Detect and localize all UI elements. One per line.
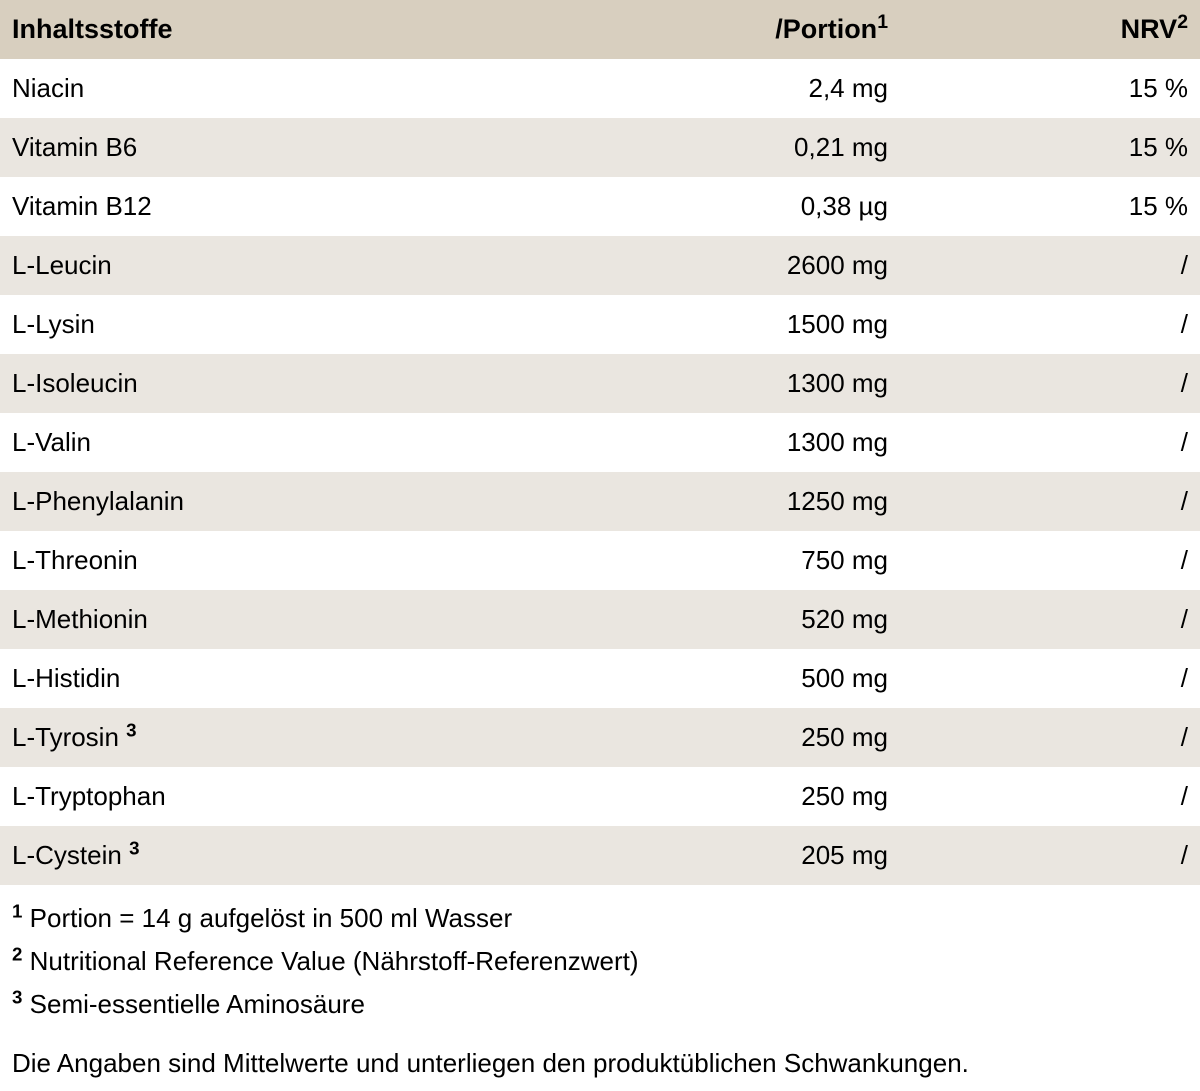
table-row: L-Threonin 750 mg/	[0, 531, 1200, 590]
cell-ingredient: Vitamin B6	[0, 118, 600, 177]
cell-nrv: 15 %	[900, 177, 1200, 236]
cell-portion: 1250 mg	[600, 472, 900, 531]
ingredient-sup: 3	[129, 837, 139, 858]
ingredient-sup: 3	[126, 719, 136, 740]
cell-ingredient: Vitamin B12	[0, 177, 600, 236]
ingredient-name: Vitamin B6	[12, 132, 137, 162]
cell-ingredient: L-Isoleucin	[0, 354, 600, 413]
footnote-text: Semi-essentielle Aminosäure	[30, 989, 365, 1019]
footnote-num: 1	[12, 900, 22, 921]
ingredient-name: L-Methionin	[12, 604, 148, 634]
cell-portion: 2,4 mg	[600, 59, 900, 118]
footnote-num: 3	[12, 986, 22, 1007]
cell-nrv: /	[900, 590, 1200, 649]
cell-portion: 1300 mg	[600, 413, 900, 472]
table-row: L-Histidin 500 mg/	[0, 649, 1200, 708]
cell-ingredient: L-Valin	[0, 413, 600, 472]
ingredient-name: Niacin	[12, 73, 84, 103]
ingredient-name: L-Cystein	[12, 840, 122, 870]
cell-ingredient: Niacin	[0, 59, 600, 118]
col-header-portion: /Portion1	[600, 0, 900, 59]
table-row: Niacin 2,4 mg15 %	[0, 59, 1200, 118]
cell-nrv: /	[900, 531, 1200, 590]
cell-portion: 0,21 mg	[600, 118, 900, 177]
table-row: L-Lysin 1500 mg/	[0, 295, 1200, 354]
ingredient-name: L-Lysin	[12, 309, 95, 339]
cell-nrv: /	[900, 708, 1200, 767]
cell-portion: 250 mg	[600, 708, 900, 767]
cell-portion: 500 mg	[600, 649, 900, 708]
cell-portion: 2600 mg	[600, 236, 900, 295]
ingredient-name: Vitamin B12	[12, 191, 152, 221]
table-row: L-Leucin 2600 mg/	[0, 236, 1200, 295]
footnote-text: Portion = 14 g aufgelöst in 500 ml Wasse…	[30, 903, 512, 933]
col-header-nrv: NRV2	[900, 0, 1200, 59]
cell-portion: 250 mg	[600, 767, 900, 826]
cell-nrv: /	[900, 354, 1200, 413]
footnote-num: 2	[12, 943, 22, 964]
cell-ingredient: L-Phenylalanin	[0, 472, 600, 531]
cell-ingredient: L-Threonin	[0, 531, 600, 590]
cell-ingredient: L-Cystein 3	[0, 826, 600, 885]
cell-portion: 750 mg	[600, 531, 900, 590]
cell-ingredient: L-Histidin	[0, 649, 600, 708]
footnote-text: Nutritional Reference Value (Nährstoff-R…	[30, 946, 639, 976]
table-row: L-Tryptophan 250 mg/	[0, 767, 1200, 826]
col-header-sup: 1	[877, 11, 888, 33]
table-row: L-Isoleucin 1300 mg/	[0, 354, 1200, 413]
col-header-label: NRV	[1121, 14, 1178, 44]
table-row: L-Phenylalanin 1250 mg/	[0, 472, 1200, 531]
table-header-row: Inhaltsstoffe /Portion1 NRV2	[0, 0, 1200, 59]
col-header-ingredient: Inhaltsstoffe	[0, 0, 600, 59]
cell-portion: 1500 mg	[600, 295, 900, 354]
col-header-sup: 2	[1177, 11, 1188, 33]
cell-portion: 205 mg	[600, 826, 900, 885]
cell-portion: 0,38 µg	[600, 177, 900, 236]
table-row: L-Methionin 520 mg/	[0, 590, 1200, 649]
ingredients-table: Inhaltsstoffe /Portion1 NRV2 Niacin 2,4 m…	[0, 0, 1200, 885]
cell-portion: 1300 mg	[600, 354, 900, 413]
cell-nrv: 15 %	[900, 59, 1200, 118]
footnote: 3 Semi-essentielle Aminosäure	[12, 985, 1188, 1024]
table-row: Vitamin B6 0,21 mg15 %	[0, 118, 1200, 177]
col-header-label: /Portion	[775, 14, 877, 44]
cell-ingredient: L-Lysin	[0, 295, 600, 354]
ingredient-name: L-Valin	[12, 427, 91, 457]
cell-nrv: /	[900, 472, 1200, 531]
disclaimer-text: Die Angaben sind Mittelwerte und unterli…	[0, 1038, 1200, 1091]
cell-ingredient: L-Tryptophan	[0, 767, 600, 826]
ingredient-name: L-Threonin	[12, 545, 138, 575]
cell-nrv: /	[900, 649, 1200, 708]
table-row: L-Valin 1300 mg/	[0, 413, 1200, 472]
ingredient-name: L-Isoleucin	[12, 368, 138, 398]
ingredient-name: L-Tyrosin	[12, 722, 119, 752]
table-row: L-Cystein 3205 mg/	[0, 826, 1200, 885]
cell-nrv: 15 %	[900, 118, 1200, 177]
cell-nrv: /	[900, 236, 1200, 295]
ingredient-name: L-Phenylalanin	[12, 486, 184, 516]
ingredient-name: L-Tryptophan	[12, 781, 166, 811]
cell-ingredient: L-Leucin	[0, 236, 600, 295]
col-header-label: Inhaltsstoffe	[12, 14, 173, 44]
cell-nrv: /	[900, 826, 1200, 885]
cell-ingredient: L-Methionin	[0, 590, 600, 649]
cell-nrv: /	[900, 413, 1200, 472]
table-row: L-Tyrosin 3250 mg/	[0, 708, 1200, 767]
table-row: Vitamin B12 0,38 µg15 %	[0, 177, 1200, 236]
cell-nrv: /	[900, 295, 1200, 354]
footnote: 2 Nutritional Reference Value (Nährstoff…	[12, 942, 1188, 981]
footnote: 1 Portion = 14 g aufgelöst in 500 ml Was…	[12, 899, 1188, 938]
ingredient-name: L-Leucin	[12, 250, 112, 280]
footnotes: 1 Portion = 14 g aufgelöst in 500 ml Was…	[0, 885, 1200, 1024]
ingredient-name: L-Histidin	[12, 663, 120, 693]
cell-nrv: /	[900, 767, 1200, 826]
cell-ingredient: L-Tyrosin 3	[0, 708, 600, 767]
cell-portion: 520 mg	[600, 590, 900, 649]
